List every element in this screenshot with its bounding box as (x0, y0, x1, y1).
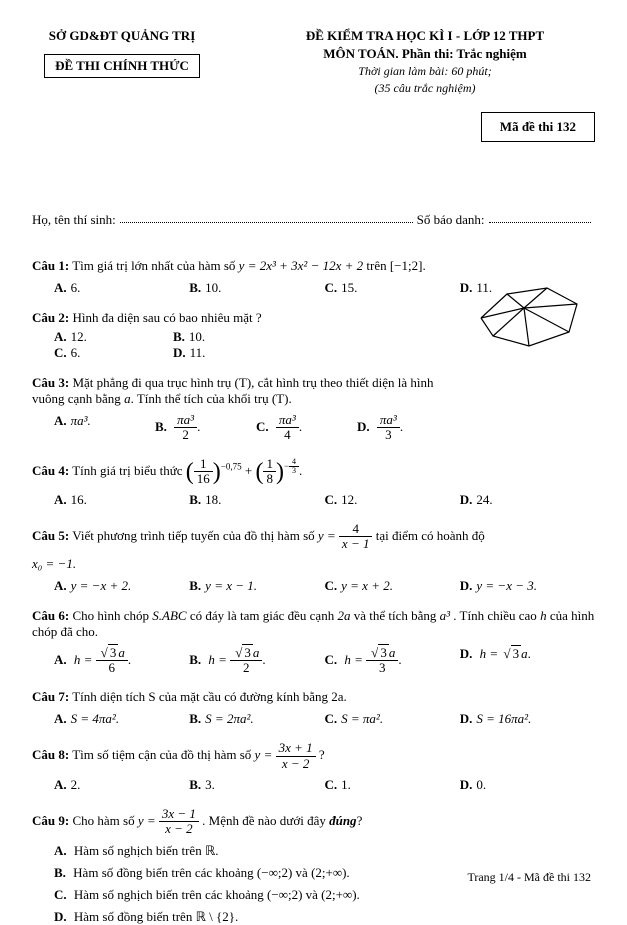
q1-formula: y = 2x³ + 3x² − 12x + 2 (239, 258, 363, 273)
org-name: SỞ GD&ĐT QUẢNG TRỊ (32, 28, 212, 44)
q1-opt-c: C.15. (325, 280, 460, 296)
q7-opt-b: B.S = 2πa². (189, 711, 324, 727)
q9-opt-c: C. Hàm số nghịch biến trên các khoảng (−… (32, 887, 595, 903)
q4-opt-d: D.24. (460, 492, 595, 508)
q1-label: Câu 1: (32, 258, 69, 273)
q9-text-b: . Mệnh đề nào dưới đây (202, 813, 329, 828)
q2-text: Hình đa diện sau có bao nhiêu mặt ? (72, 310, 261, 325)
polyhedron-figure (469, 274, 589, 352)
exam-title: ĐỀ KIỂM TRA HỌC KÌ I - LỚP 12 THPT (255, 28, 595, 44)
q4-text: Tính giá trị biểu thức (72, 462, 186, 477)
q5-text-b: tại điểm có hoành độ (376, 528, 485, 543)
subject-part: Trắc nghiệm (457, 46, 527, 61)
subject-line: MÔN TOÁN. Phần thi: Trắc nghiệm (255, 46, 595, 62)
name-label: Họ, tên thí sinh: (32, 212, 116, 228)
q1-opt-b: B.10. (189, 280, 324, 296)
question-4: Câu 4: Tính giá trị biểu thức (116)−0,75… (32, 457, 595, 509)
q7-opt-d: D.S = 16πa². (460, 711, 595, 727)
q2-opt-b: B.10. (173, 329, 292, 345)
q3-opt-c: C. πa³4. (256, 413, 351, 443)
q2-label: Câu 2: (32, 310, 69, 325)
id-input-line[interactable] (489, 212, 592, 223)
question-8: Câu 8: Tìm số tiệm cận của đồ thị hàm số… (32, 741, 595, 793)
q5-x0: x₀ = −1. (32, 556, 76, 571)
q2-opt-c: C.6. (54, 345, 173, 361)
q4-label: Câu 4: (32, 462, 69, 477)
official-label: ĐỀ THI CHÍNH THỨC (44, 54, 200, 78)
q1-text-b: trên [−1;2]. (366, 258, 425, 273)
q8-label: Câu 8: (32, 747, 69, 762)
q3-opt-a: A.πa³. (54, 413, 149, 443)
q9-text-c: đúng (329, 813, 356, 828)
question-6: Câu 6: Cho hình chóp S.ABC có đáy là tam… (32, 608, 595, 676)
q1-opt-a: A.6. (54, 280, 189, 296)
q3-opt-b: B. πa³2. (155, 413, 250, 443)
q2-opt-a: A.12. (54, 329, 173, 345)
id-label: Số báo danh: (417, 212, 485, 228)
question-5: Câu 5: Viết phương trình tiếp tuyến của … (32, 522, 595, 594)
q4-opt-c: C.12. (325, 492, 460, 508)
page-footer: Trang 1/4 - Mã đề thi 132 (467, 870, 591, 885)
student-info-row: Họ, tên thí sinh: Số báo danh: (32, 212, 595, 228)
q8-opt-c: C.1. (325, 777, 460, 793)
q9-opt-a: A. Hàm số nghịch biến trên ℝ. (32, 843, 595, 859)
question-2: Câu 2: Hình đa diện sau có bao nhiêu mặt… (32, 310, 412, 361)
q5-opt-d: D.y = −x − 3. (460, 578, 595, 594)
q3-text-b: . Tính thể tích của khối trụ (T). (131, 391, 292, 406)
q5-opt-c: C.y = x + 2. (325, 578, 460, 594)
exam-code: Mã đề thi 132 (481, 112, 595, 142)
q1-text-a: Tìm giá trị lớn nhất của hàm số (72, 258, 238, 273)
q5-opt-a: A.y = −x + 2. (54, 578, 189, 594)
q6-text-b: có đáy là tam giác đều cạnh (190, 608, 338, 623)
q6-opt-c: C. h = 3a3. (325, 646, 460, 676)
question-7: Câu 7: Tính diện tích S của mặt cầu có đ… (32, 689, 595, 727)
q6-opt-b: B. h = 3a2. (189, 646, 324, 676)
q8-opt-b: B.3. (189, 777, 324, 793)
q7-opt-c: C.S = πa². (325, 711, 460, 727)
subject-label: MÔN TOÁN. Phần thi: (323, 46, 456, 61)
q3-opt-d: D. πa³3. (357, 413, 452, 443)
q9-label: Câu 9: (32, 813, 69, 828)
q6-opt-d: D. h = 3a. (460, 646, 595, 676)
q7-text: Tính diện tích S của mặt cầu có đường kí… (72, 689, 347, 704)
q7-label: Câu 7: (32, 689, 69, 704)
q6-text-c: và thể tích bằng (354, 608, 440, 623)
q3-label: Câu 3: (32, 375, 69, 390)
q5-label: Câu 5: (32, 528, 69, 543)
q6-opt-a: A. h = 3a6. (54, 646, 189, 676)
q6-text-a: Cho hình chóp (72, 608, 152, 623)
q6-label: Câu 6: (32, 608, 69, 623)
q9-text-a: Cho hàm số (72, 813, 137, 828)
q2-opt-d: D.11. (173, 345, 292, 361)
q4-opt-b: B.18. (189, 492, 324, 508)
question-9: Câu 9: Cho hàm số y = 3x − 1x − 2 . Mệnh… (32, 807, 595, 925)
q7-opt-a: A.S = 4πa². (54, 711, 189, 727)
q6-text-d: . Tính chiều cao (453, 608, 540, 623)
q8-opt-d: D.0. (460, 777, 595, 793)
q9-opt-d: D. Hàm số đồng biến trên ℝ \ {2}. (32, 909, 595, 925)
name-input-line[interactable] (120, 212, 413, 223)
q8-opt-a: A.2. (54, 777, 189, 793)
q5-text-a: Viết phương trình tiếp tuyến của đồ thị … (72, 528, 318, 543)
timing: Thời gian làm bài: 60 phút; (255, 64, 595, 79)
question-count: (35 câu trắc nghiệm) (255, 81, 595, 96)
q8-text-a: Tìm số tiệm cận của đồ thị hàm số (72, 747, 254, 762)
q5-opt-b: B.y = x − 1. (189, 578, 324, 594)
q4-opt-a: A.16. (54, 492, 189, 508)
question-3: Câu 3: Mặt phẳng đi qua trục hình trụ (T… (32, 375, 452, 443)
